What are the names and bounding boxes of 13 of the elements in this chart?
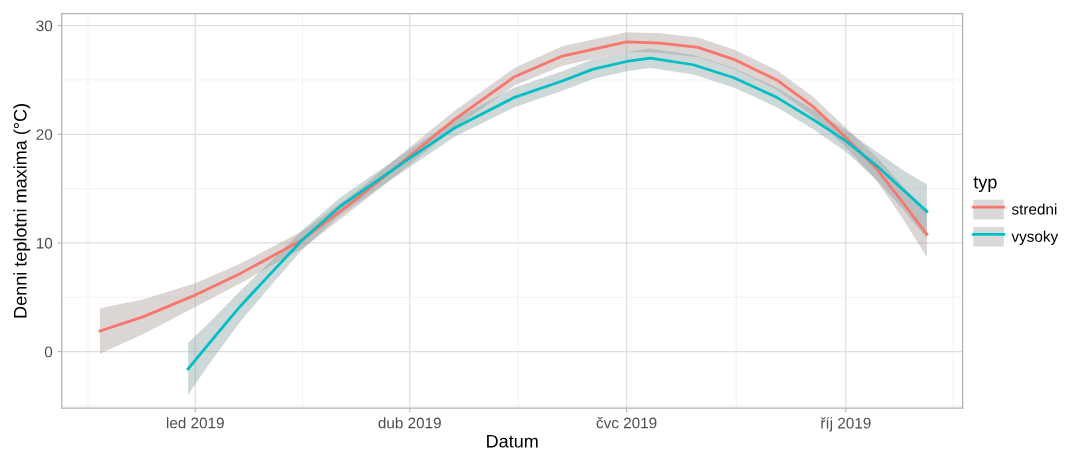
x-tick-label: dub 2019: [378, 417, 441, 429]
x-tick-label: čvc 2019: [596, 417, 657, 429]
legend-title: typ: [973, 176, 997, 193]
x-tick-label: říj 2019: [820, 417, 871, 432]
legend-label: vysoky: [1011, 230, 1059, 245]
y-tick-label: 0: [44, 346, 53, 358]
x-tick-label: led 2019: [166, 417, 224, 429]
y-tick-label: 10: [36, 237, 53, 249]
y-axis-title: Denni teplotni maxima (°C): [13, 104, 31, 318]
y-tick-label: 20: [36, 129, 53, 140]
x-axis-title: Datum: [487, 435, 538, 448]
y-tick-label: 30: [36, 20, 53, 32]
legend-label: stredni: [1011, 203, 1057, 215]
